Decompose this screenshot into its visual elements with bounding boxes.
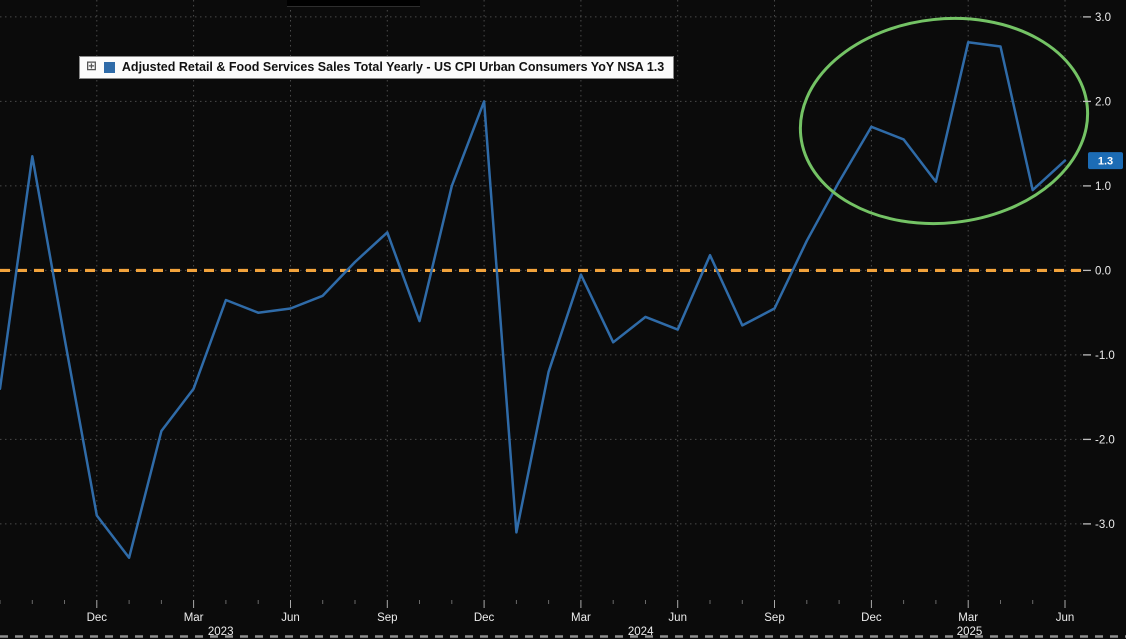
x-axis-label: Mar <box>958 612 978 624</box>
x-axis-label: Dec <box>474 612 495 624</box>
x-axis-label: Mar <box>571 612 591 624</box>
y-axis-label: 1.0 <box>1095 181 1111 193</box>
last-value-badge <box>1088 152 1123 170</box>
last-value-badge-label: 1.3 <box>1098 156 1113 168</box>
legend-expand-icon[interactable]: ⊞ <box>86 59 97 75</box>
series-swatch-icon <box>103 61 115 73</box>
x-axis-label: Sep <box>764 612 784 624</box>
x-axis-label: Jun <box>1056 612 1075 624</box>
legend-label: Adjusted Retail & Food Services Sales To… <box>121 60 665 74</box>
x-axis-label: Dec <box>87 612 108 624</box>
x-axis-label: Dec <box>861 612 882 624</box>
y-axis-label: 3.0 <box>1095 12 1111 24</box>
year-label: 2023 <box>208 626 234 638</box>
x-axis-label: Mar <box>184 612 204 624</box>
y-axis-label: -1.0 <box>1095 350 1115 362</box>
y-axis-label: 0.0 <box>1095 265 1111 277</box>
x-axis-label: Sep <box>377 612 397 624</box>
year-label: 2024 <box>628 626 654 638</box>
x-axis-label: Jun <box>281 612 300 624</box>
legend[interactable]: ⊞ Adjusted Retail & Food Services Sales … <box>79 56 675 79</box>
x-axis-label: Jun <box>668 612 687 624</box>
y-axis-label: -3.0 <box>1095 519 1115 531</box>
annotation-ellipse <box>798 16 1090 226</box>
cropped-top-element <box>287 0 420 7</box>
year-label: 2025 <box>957 626 983 638</box>
y-axis-label: -2.0 <box>1095 434 1115 446</box>
y-axis-label: 2.0 <box>1095 96 1111 108</box>
series-line <box>0 41 1067 559</box>
